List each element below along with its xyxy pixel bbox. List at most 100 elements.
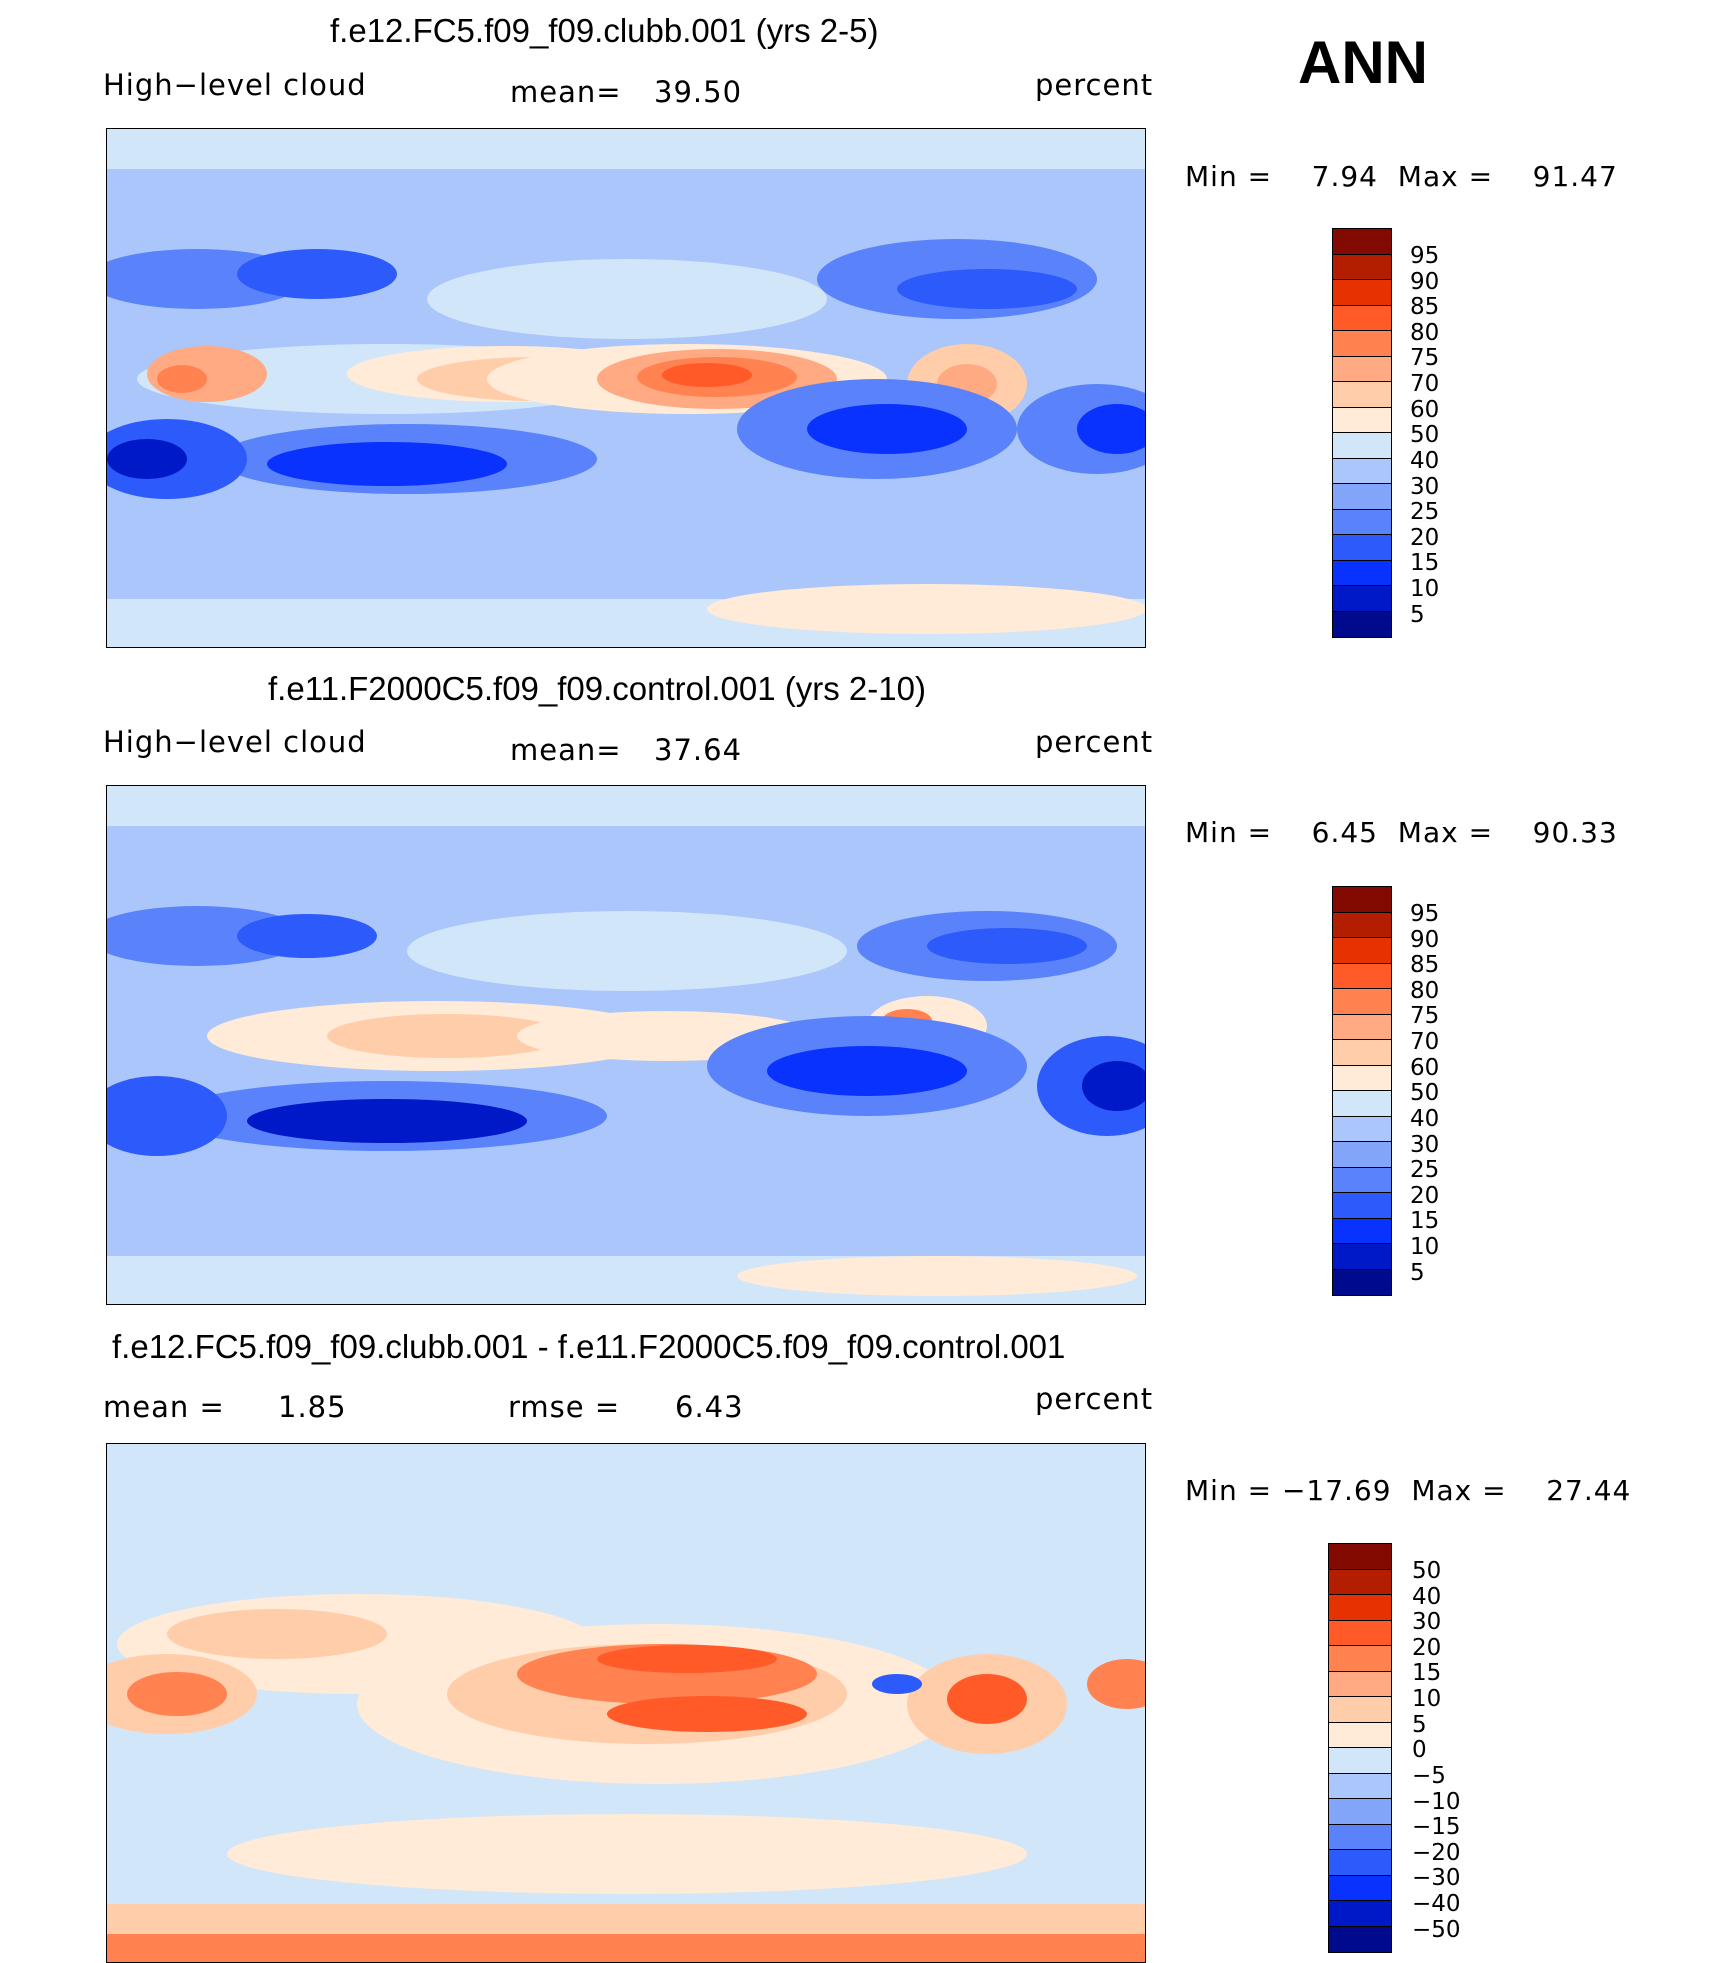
panel-3-colorbar [1328,1543,1392,1953]
colorbar-swatch [1329,1748,1391,1774]
panel-3-title: f.e12.FC5.f09_f09.clubb.001 - f.e11.F200… [112,1328,1066,1365]
colorbar-swatch [1333,887,1391,913]
colorbar-tick: 30 [1412,1609,1442,1635]
colorbar-swatch [1333,1193,1391,1219]
colorbar-swatch [1333,1091,1391,1117]
colorbar-swatch [1329,1544,1391,1570]
colorbar-tick: 20 [1412,1635,1442,1661]
colorbar-tick: 80 [1410,978,1440,1004]
season-title: ANN [1298,29,1428,96]
colorbar-tick: 10 [1410,576,1440,602]
colorbar-swatch [1333,1269,1391,1295]
colorbar-swatch [1329,1824,1391,1850]
colorbar-tick: 5 [1410,602,1425,628]
colorbar-swatch [1333,382,1391,408]
colorbar-tick: 10 [1412,1686,1442,1712]
colorbar-tick: 30 [1410,474,1440,500]
colorbar-tick: 20 [1410,525,1440,551]
colorbar-tick: 70 [1410,371,1440,397]
colorbar-tick: −20 [1412,1840,1461,1866]
colorbar-tick: −5 [1412,1763,1446,1789]
colorbar-swatch [1333,229,1391,255]
colorbar-tick: −30 [1412,1865,1461,1891]
colorbar-swatch [1333,1040,1391,1066]
colorbar-tick: 95 [1410,901,1440,927]
colorbar-tick: 50 [1412,1558,1442,1584]
colorbar-tick: 80 [1410,320,1440,346]
colorbar-swatch [1333,1244,1391,1270]
panel-3-units: percent [1035,1382,1154,1416]
colorbar-tick: −15 [1412,1814,1461,1840]
panel-1-map [106,128,1146,648]
panel-2-mean-label: mean= [510,733,622,767]
colorbar-swatch [1333,484,1391,510]
colorbar-tick: 5 [1412,1712,1427,1738]
colorbar-tick: 10 [1410,1234,1440,1260]
colorbar-tick: 5 [1410,1260,1425,1286]
panel-1-title: f.e12.FC5.f09_f09.clubb.001 (yrs 2-5) [330,12,879,49]
colorbar-swatch [1333,1167,1391,1193]
colorbar-tick: 30 [1410,1132,1440,1158]
panel-3-map [106,1443,1146,1963]
colorbar-swatch [1329,1722,1391,1748]
panel-2-units: percent [1035,725,1154,759]
panel-1-mean-label: mean= [510,75,622,109]
colorbar-swatch [1333,611,1391,637]
colorbar-swatch [1333,356,1391,382]
colorbar-swatch [1333,535,1391,561]
colorbar-tick: 75 [1410,1003,1440,1029]
colorbar-swatch [1329,1799,1391,1825]
colorbar-swatch [1329,1926,1391,1952]
colorbar-swatch [1329,1901,1391,1927]
panel-1-map-field [107,129,1145,647]
panel-2-minmax: Min = 6.45 Max = 90.33 [1185,816,1618,849]
colorbar-tick: 25 [1410,499,1440,525]
panel-1-units: percent [1035,68,1154,102]
panel-2-map [106,785,1146,1305]
colorbar-swatch [1333,1142,1391,1168]
colorbar-swatch [1329,1569,1391,1595]
colorbar-swatch [1329,1773,1391,1799]
colorbar-swatch [1329,1620,1391,1646]
colorbar-swatch [1333,912,1391,938]
colorbar-tick: 15 [1410,550,1440,576]
colorbar-swatch [1333,280,1391,306]
colorbar-swatch [1329,1646,1391,1672]
panel-2-map-field [107,786,1145,1304]
panel-2-mean-value: 37.64 [654,733,743,767]
colorbar-swatch [1333,305,1391,331]
colorbar-swatch [1333,1014,1391,1040]
panel-1-colorbar [1332,228,1392,638]
colorbar-tick: 40 [1412,1584,1442,1610]
colorbar-tick: 40 [1410,1106,1440,1132]
colorbar-swatch [1333,433,1391,459]
panel-1-variable-label: High−level cloud [103,68,367,102]
colorbar-tick: 50 [1410,1080,1440,1106]
colorbar-tick: 15 [1410,1208,1440,1234]
colorbar-tick: 20 [1410,1183,1440,1209]
colorbar-tick: 95 [1410,243,1440,269]
colorbar-swatch [1329,1850,1391,1876]
colorbar-tick: 70 [1410,1029,1440,1055]
colorbar-tick: 60 [1410,397,1440,423]
colorbar-swatch [1333,1116,1391,1142]
colorbar-swatch [1333,331,1391,357]
colorbar-swatch [1329,1875,1391,1901]
panel-1-mean-value: 39.50 [654,75,743,109]
colorbar-tick: 40 [1410,448,1440,474]
colorbar-swatch [1333,560,1391,586]
colorbar-swatch [1333,1218,1391,1244]
colorbar-tick: 75 [1410,345,1440,371]
panel-3-mean-value: 1.85 [278,1390,347,1424]
colorbar-tick: 85 [1410,294,1440,320]
colorbar-tick: 15 [1412,1660,1442,1686]
colorbar-swatch [1333,458,1391,484]
colorbar-tick: 90 [1410,927,1440,953]
colorbar-swatch [1333,1065,1391,1091]
colorbar-swatch [1333,938,1391,964]
colorbar-swatch [1333,989,1391,1015]
colorbar-tick: −10 [1412,1789,1461,1815]
colorbar-tick: 50 [1410,422,1440,448]
colorbar-tick: 0 [1412,1737,1427,1763]
colorbar-tick: 90 [1410,269,1440,295]
